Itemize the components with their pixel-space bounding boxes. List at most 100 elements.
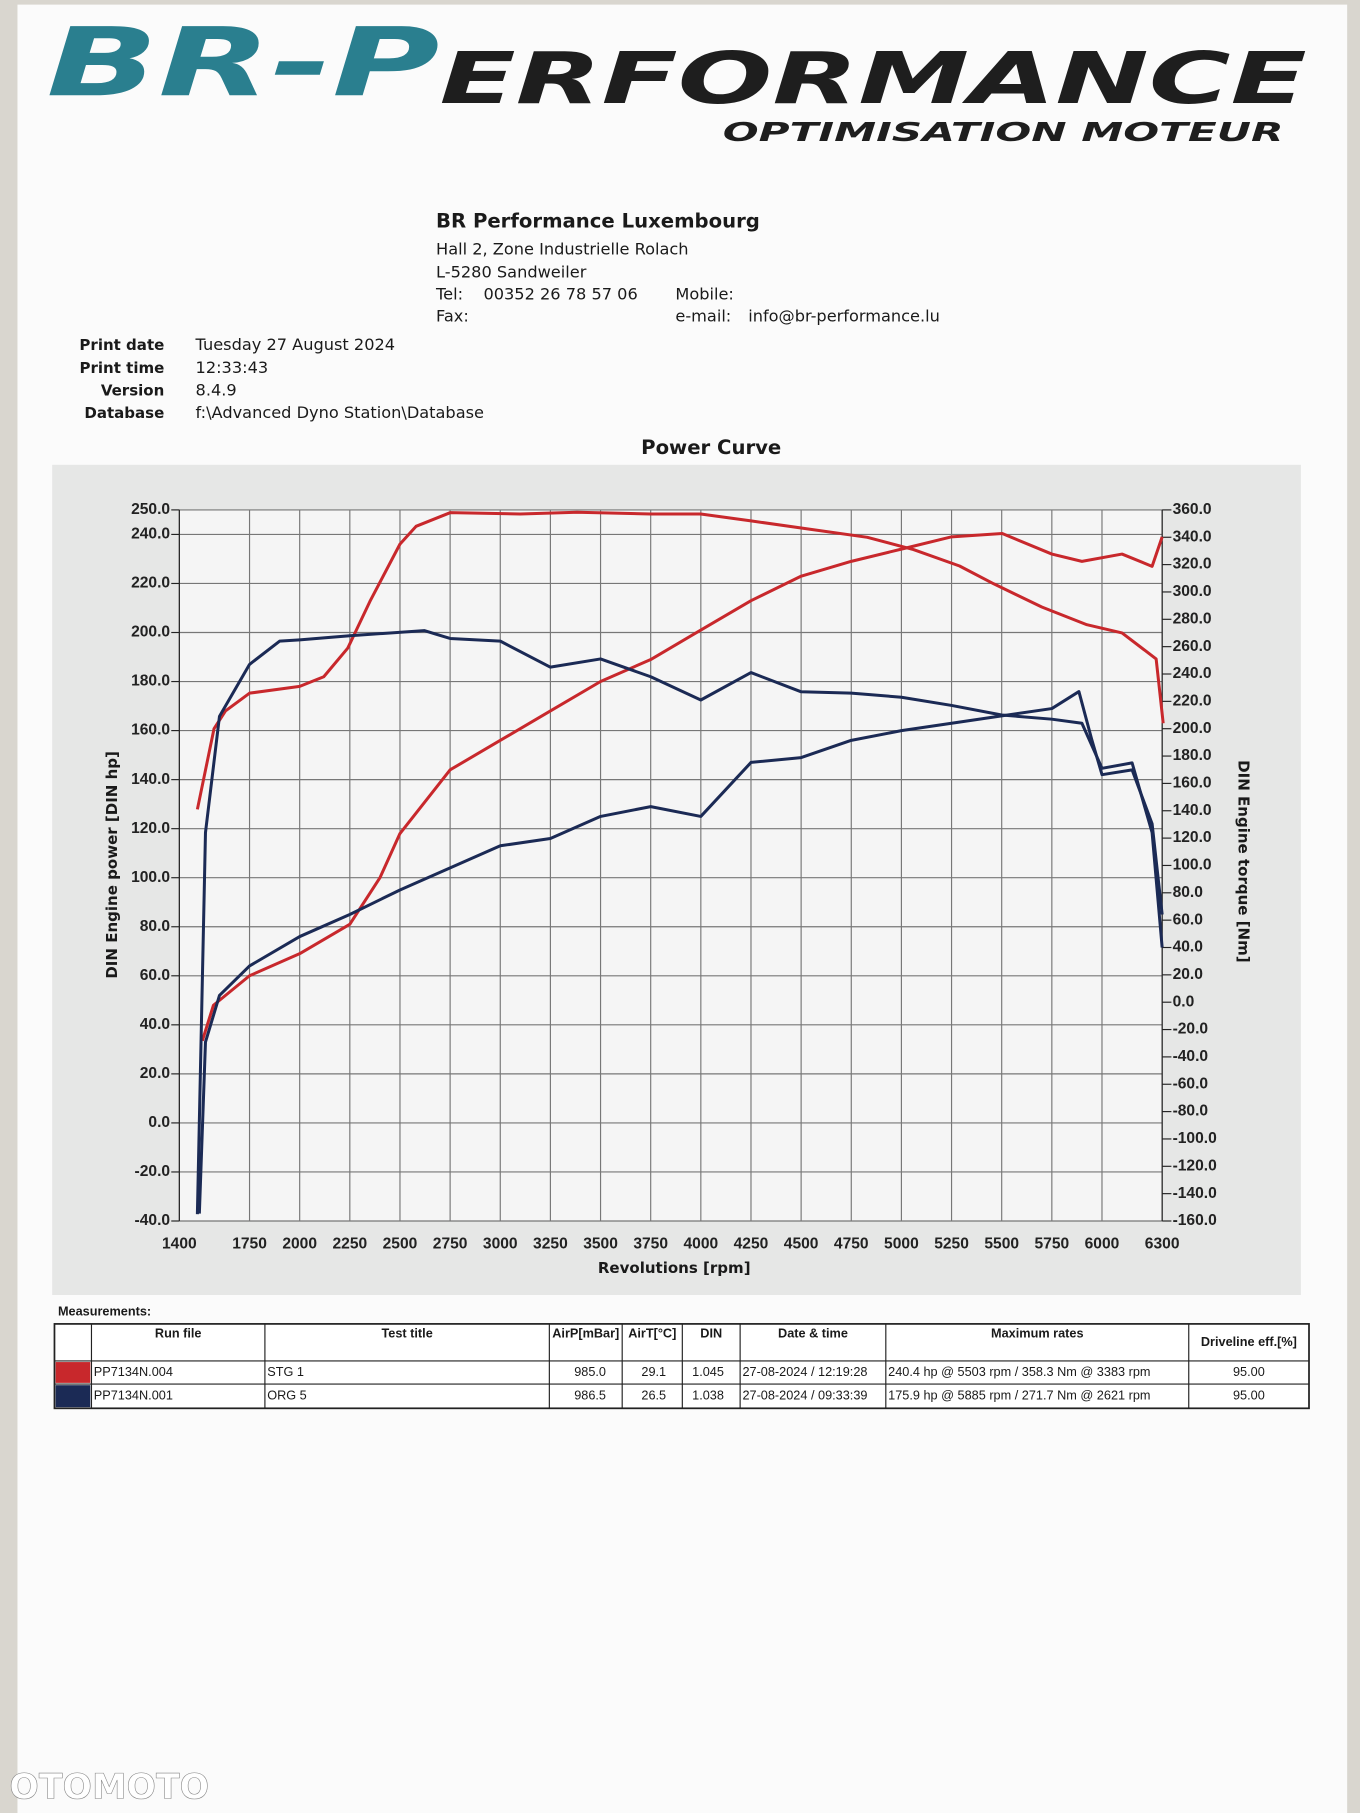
address-line: Hall 2, Zone Industrielle Rolach [436, 239, 689, 258]
y2-tick-label: 200.0 [1173, 720, 1212, 737]
y2-tick-label: 360.0 [1173, 501, 1212, 518]
series-line [195, 629, 1164, 1215]
y2-tick-label: -140.0 [1173, 1185, 1218, 1202]
x-tick-label: 4250 [734, 1235, 769, 1252]
company-name: BR Performance Luxembourg [436, 210, 760, 233]
y-tick-label: 20.0 [140, 1065, 171, 1082]
x-tick-label: 2500 [383, 1235, 418, 1252]
y-tick-label: -40.0 [135, 1212, 171, 1229]
meta-value: 8.4.9 [196, 380, 237, 399]
table-cell: 240.4 hp @ 5503 rpm / 358.3 Nm @ 3383 rp… [888, 1364, 1150, 1379]
y-tick-label: 250.0 [131, 501, 170, 518]
y-tick-label: 220.0 [131, 575, 170, 592]
y-axis-label: DIN Engine power [DIN hp] [103, 751, 121, 979]
column-header: DIN [700, 1326, 722, 1341]
meta-label: Database [84, 404, 164, 422]
y2-tick-label: 220.0 [1173, 692, 1212, 709]
meta: Print date Tuesday 27 August 2024 Print ti… [79, 335, 484, 422]
table-cell: 986.5 [574, 1388, 606, 1403]
y2-tick-label: -80.0 [1173, 1103, 1209, 1120]
y2-tick-label: 0.0 [1173, 993, 1195, 1010]
y2-tick-label: 60.0 [1173, 911, 1204, 928]
table-cell: 27-08-2024 / 12:19:28 [742, 1364, 867, 1379]
address-line: L-5280 Sandweiler [436, 262, 587, 281]
y2-tick-label: 240.0 [1173, 665, 1212, 682]
x-tick-label: 4500 [784, 1235, 819, 1252]
table-cell: 1.038 [692, 1388, 724, 1403]
x-tick-label: 1750 [232, 1235, 267, 1252]
column-header: Date & time [778, 1326, 848, 1341]
table-cell: 1.045 [692, 1364, 724, 1379]
row-swatch [55, 1385, 91, 1408]
table-cell: ORG 5 [267, 1388, 307, 1403]
table-title: Measurements: [58, 1304, 151, 1319]
column-header: AirP[mBar] [552, 1326, 619, 1341]
column-header: Driveline eff.[%] [1201, 1334, 1297, 1349]
table-cell: 29.1 [641, 1364, 666, 1379]
y2-tick-label: 300.0 [1173, 583, 1212, 600]
y-tick-label: 100.0 [131, 869, 170, 886]
x-tick-label: 4750 [834, 1235, 869, 1252]
x-tick-label: 3250 [533, 1235, 568, 1252]
logo-slogan: OPTIMISATION MOTEUR [723, 117, 1284, 147]
meta-label: Print date [79, 336, 164, 354]
watermark: OTOMOTO [9, 1768, 209, 1808]
y2-tick-label: 120.0 [1173, 829, 1212, 846]
x-tick-label: 6000 [1085, 1235, 1120, 1252]
x-tick-label: 3000 [483, 1235, 518, 1252]
meta-label: Print time [80, 359, 165, 377]
meta-label: Version [101, 381, 164, 399]
x-tick-label: 3500 [583, 1235, 618, 1252]
mobile-label: Mobile: [675, 284, 734, 303]
y2-tick-label: 40.0 [1173, 939, 1204, 956]
logo-part: ERFORMANCE [440, 36, 1307, 120]
row-swatch [55, 1362, 91, 1383]
logo-part: BR-P [46, 8, 439, 118]
y2-tick-label: 180.0 [1173, 747, 1212, 764]
table-cell: 95.00 [1233, 1364, 1265, 1379]
x-tick-label: 1400 [162, 1235, 197, 1252]
y2-tick-label: 20.0 [1173, 966, 1204, 983]
column-header: AirT[°C] [628, 1326, 676, 1341]
x-tick-label: 6300 [1145, 1235, 1180, 1252]
x-tick-label: 5250 [934, 1235, 969, 1252]
table-cell: 95.00 [1233, 1388, 1265, 1403]
y2-tick-label: 140.0 [1173, 802, 1212, 819]
fax-label: Fax: [436, 306, 469, 325]
x-tick-label: 4000 [683, 1235, 718, 1252]
y-tick-label: -20.0 [135, 1163, 171, 1180]
y-tick-label: 80.0 [140, 918, 171, 935]
table-cell: 175.9 hp @ 5885 rpm / 271.7 Nm @ 2621 rp… [888, 1388, 1150, 1403]
y2-tick-label: 100.0 [1173, 857, 1212, 874]
x-tick-label: 5750 [1034, 1235, 1069, 1252]
table: Run file Test title AirP[mBar] AirT[°C] DIN D… [53, 1323, 1310, 1410]
table-cell: 26.5 [641, 1388, 666, 1403]
y2-tick-label: -120.0 [1173, 1157, 1218, 1174]
y-tick-label: 240.0 [131, 526, 170, 543]
series-line [197, 690, 1164, 1214]
series-line [200, 531, 1164, 1042]
table-cell: 27-08-2024 / 09:33:39 [742, 1388, 867, 1403]
y-tick-label: 120.0 [131, 820, 170, 837]
table-cell: PP7134N.001 [94, 1388, 173, 1403]
y2-tick-label: -40.0 [1173, 1048, 1209, 1065]
table-cell: PP7134N.004 [94, 1364, 173, 1379]
y2-tick-label: -100.0 [1173, 1130, 1218, 1147]
meta-value: 12:33:43 [196, 358, 269, 377]
table-cell: 985.0 [574, 1364, 606, 1379]
x-tick-label: 2000 [282, 1235, 317, 1252]
y2-tick-label: 280.0 [1173, 610, 1212, 627]
x-axis-label: Revolutions [rpm] [598, 1259, 751, 1277]
chart: 1400 1750 2000 2250 2500 2750 3000 3250 3500 3750… [131, 501, 1217, 1252]
x-tick-label: 2250 [332, 1235, 367, 1252]
y-tick-label: 40.0 [140, 1016, 171, 1033]
y2-tick-label: -20.0 [1173, 1021, 1209, 1038]
table-cell: STG 1 [267, 1364, 304, 1379]
y2-tick-label: -60.0 [1173, 1075, 1209, 1092]
x-tick-label: 2750 [433, 1235, 468, 1252]
x-tick-label: 5000 [884, 1235, 919, 1252]
y-tick-label: 60.0 [140, 967, 171, 984]
y2-tick-label: -160.0 [1173, 1212, 1218, 1229]
y2-tick-label: 160.0 [1173, 775, 1212, 792]
